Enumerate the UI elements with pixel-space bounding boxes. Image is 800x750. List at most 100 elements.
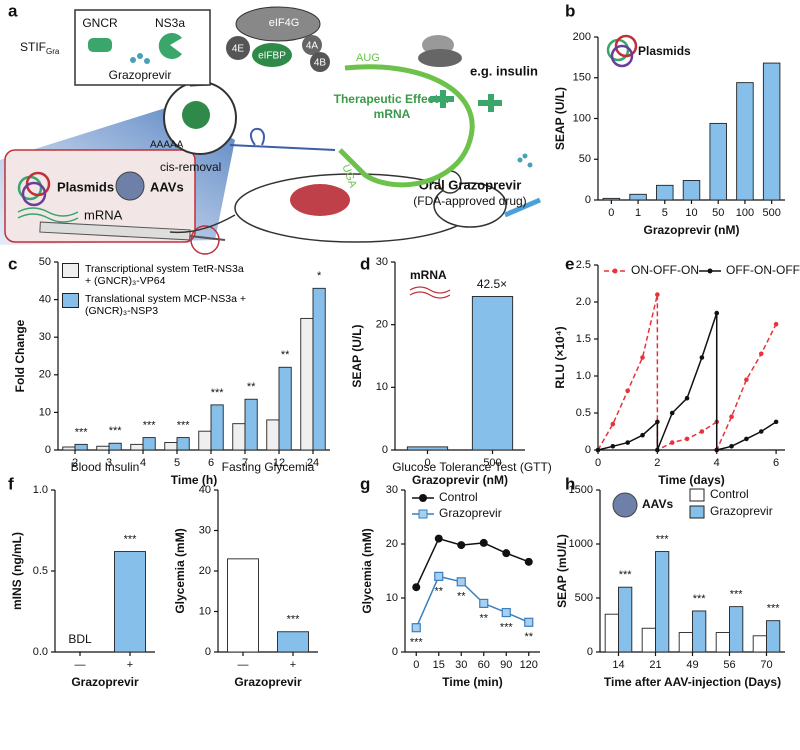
significance: *** (767, 603, 781, 615)
x-tick-label: 4 (140, 457, 146, 469)
injection-site (190, 225, 220, 255)
legend-marker (707, 268, 713, 274)
bar (471, 296, 514, 451)
x-tick-label: 50 (712, 207, 724, 219)
significance: ** (479, 612, 488, 624)
polya-label: AAAAA (150, 140, 184, 151)
y-tick-label: 2.0 (576, 296, 591, 308)
x-axis-label: Grazoprevir (71, 675, 139, 689)
x-tick-label: 90 (500, 659, 512, 671)
legend-item: Translational system MCP-NS3a + (GNCR)₃-… (62, 293, 247, 317)
point (714, 447, 720, 453)
x-tick-label: 3 (106, 457, 112, 469)
annotation: 42.5× (477, 277, 507, 291)
point (412, 583, 421, 592)
y-tick-label: 20 (386, 538, 398, 550)
x-axis-label: Time (min) (442, 675, 502, 689)
x-tick-label: — (75, 659, 86, 671)
mouse-head (433, 182, 507, 228)
legend-label: Control (710, 487, 749, 501)
significance: *** (143, 419, 157, 431)
bar (752, 635, 767, 653)
bar (232, 423, 246, 451)
point (457, 541, 466, 550)
y-axis-label: Fold Change (13, 319, 27, 392)
syringe (39, 221, 191, 241)
bar (641, 627, 656, 653)
x-tick-label: 5 (174, 457, 180, 469)
x-axis-label: Grazoprevir (234, 675, 302, 689)
plasmids-label: Plasmids (57, 179, 114, 194)
y-axis-label: SEAP (U/L) (350, 324, 364, 387)
bar (709, 122, 727, 201)
y-tick-label: 20 (39, 369, 51, 381)
y-axis-label: RLU (×10⁴) (553, 326, 567, 388)
x-tick-label: 0 (424, 457, 430, 469)
x-axis-label: Time (h) (171, 473, 217, 487)
legend-label: ON-OFF-ON (631, 263, 699, 277)
x-tick-label: 0 (608, 207, 614, 219)
liver (290, 184, 350, 216)
x-tick-label: 14 (612, 659, 624, 671)
panel-label: g (360, 474, 370, 493)
significance: *** (656, 533, 670, 545)
drug-dot (130, 57, 136, 63)
effector-label: mRNA (374, 107, 411, 121)
bar (762, 62, 781, 201)
point (524, 557, 533, 566)
significance: ** (247, 381, 256, 393)
diagram: Plasmids AAVs mRNA Oral Grazoprevir (FDA… (0, 6, 541, 255)
significance: *** (693, 593, 707, 605)
x-tick-label: 1 (635, 207, 641, 219)
effector-label: Therapeutic Effector (334, 92, 451, 106)
aav-icon (115, 171, 145, 201)
oral-drug: Oral Grazoprevir (419, 177, 522, 192)
stif-text: STIF (20, 40, 46, 54)
chart-title: mRNA (410, 268, 447, 282)
x-tick-label: 56 (723, 659, 735, 671)
point (610, 444, 616, 449)
bar (176, 437, 190, 451)
point (610, 421, 616, 427)
y-tick-label: 100 (573, 112, 591, 124)
bar (300, 317, 314, 451)
bar (678, 632, 693, 653)
mrna-icon (17, 207, 79, 223)
legend-swatch (689, 488, 705, 502)
legend-swatch (62, 263, 79, 278)
cis-removal-label: cis-removal (160, 160, 221, 174)
point (655, 447, 660, 453)
y-axis-label: Glycemia (mM) (360, 528, 374, 613)
drug-dot (144, 58, 150, 64)
point (501, 607, 511, 618)
ns3a-label: NS3a (155, 16, 185, 30)
significance: *** (287, 614, 301, 626)
point (640, 355, 645, 360)
legend-label: Grazoprevir (710, 504, 773, 518)
x-tick-label: 7 (242, 457, 248, 469)
x-tick-label: 100 (736, 207, 754, 219)
eif4b (310, 52, 330, 72)
x-tick-label: 6 (773, 457, 779, 469)
point (456, 577, 466, 587)
point (699, 355, 705, 360)
y-tick-label: 1.5 (576, 333, 591, 345)
drug-dot (527, 162, 533, 168)
y-tick-label: 10 (376, 381, 388, 393)
point (773, 321, 779, 327)
bar (629, 193, 647, 201)
stif-hairpin (229, 127, 336, 151)
y-tick-label: 10 (39, 406, 51, 418)
point (625, 388, 630, 394)
point (729, 414, 734, 420)
panel-label: d (360, 254, 370, 273)
y-tick-label: 50 (39, 256, 51, 268)
x-tick-label: 4 (714, 457, 720, 469)
panel-label: b (565, 1, 575, 20)
point (714, 310, 720, 316)
y-tick-label: 0 (587, 646, 593, 658)
y-tick-label: 10 (386, 592, 398, 604)
point (434, 571, 444, 582)
significance: * (317, 270, 322, 282)
